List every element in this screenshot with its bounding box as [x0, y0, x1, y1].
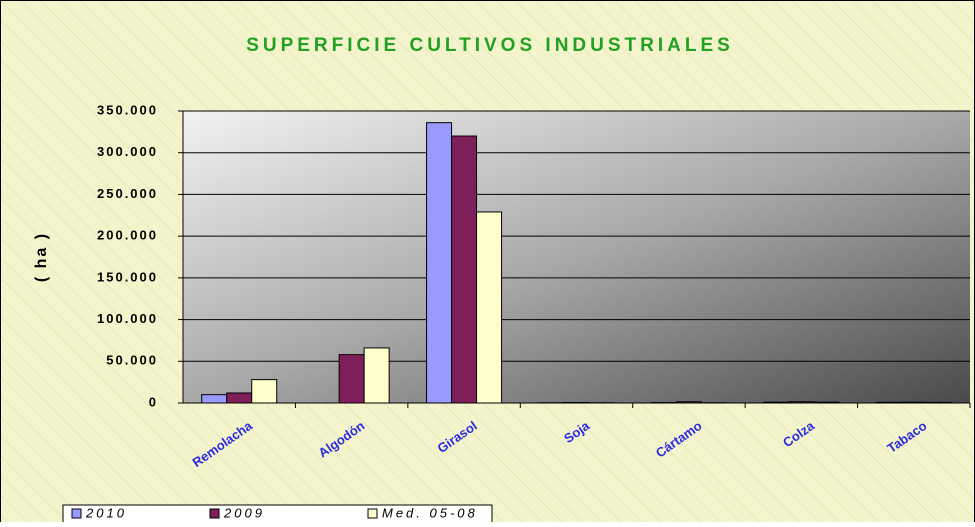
y-tick-label: 50.000: [106, 353, 158, 368]
y-tick-label: 250.000: [97, 186, 158, 201]
bar: [364, 348, 389, 403]
bar: [477, 212, 502, 403]
y-tick-label: 150.000: [97, 269, 158, 284]
bar: [339, 355, 364, 403]
legend-label: 2009: [223, 505, 265, 520]
bar: [252, 380, 277, 403]
bar: [202, 395, 227, 403]
y-tick-label: 100.000: [97, 311, 158, 326]
legend-label: Med. 05-08: [382, 505, 478, 520]
bar: [227, 393, 252, 403]
y-tick-label: 300.000: [97, 144, 158, 159]
legend-label: 2010: [85, 505, 127, 520]
chart-title: SUPERFICIE CULTIVOS INDUSTRIALES: [246, 35, 734, 56]
bar: [452, 136, 477, 403]
legend-swatch: [368, 509, 377, 518]
y-tick-label: 0: [149, 394, 158, 409]
bar: [427, 123, 452, 403]
legend-swatch: [72, 509, 81, 518]
legend-swatch: [210, 509, 219, 518]
y-tick-label: 350.000: [97, 102, 158, 117]
plot-area: [183, 111, 970, 403]
y-axis-label: ( ha ): [33, 232, 50, 282]
y-tick-label: 200.000: [97, 228, 158, 243]
